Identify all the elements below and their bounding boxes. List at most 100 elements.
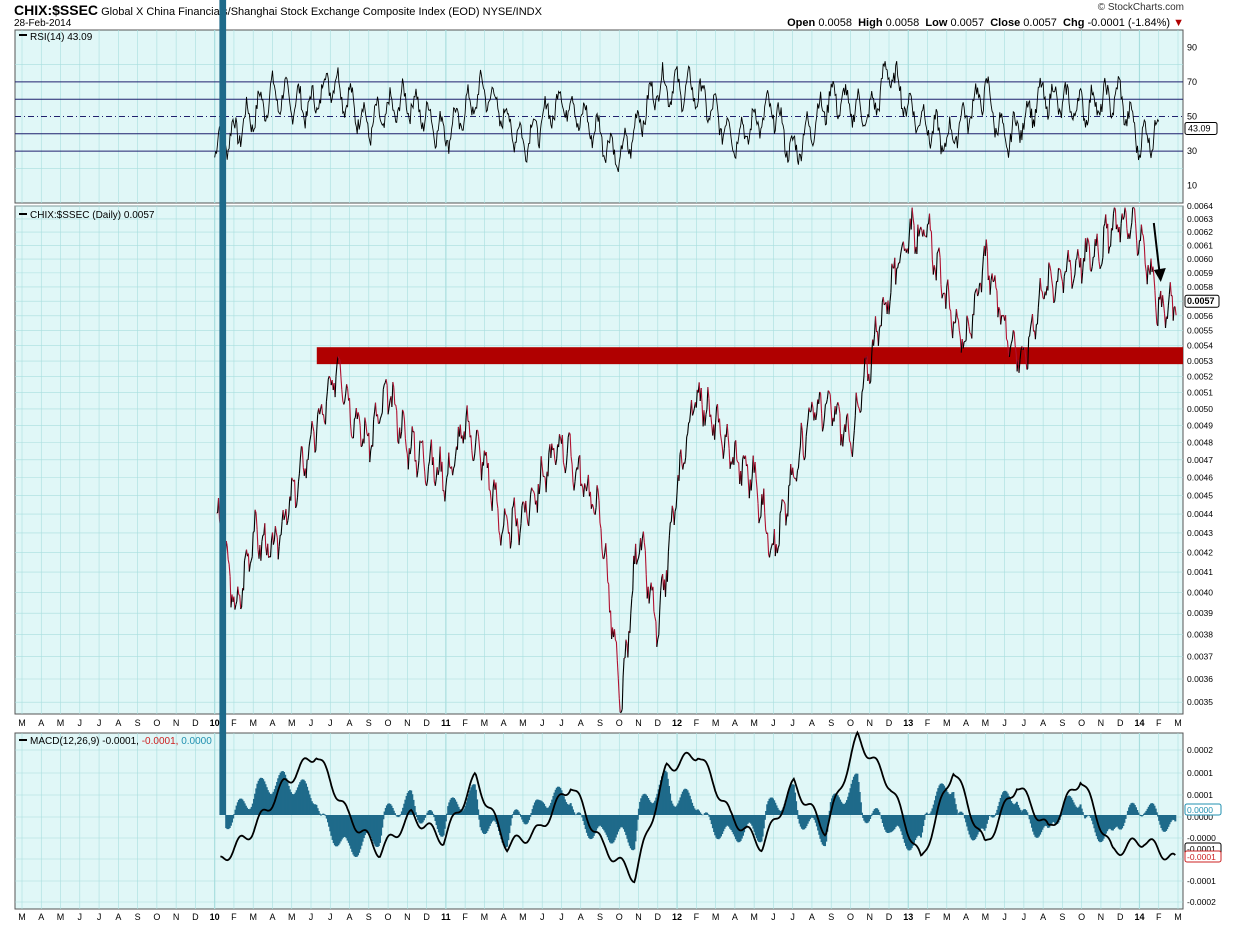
price-segment [456, 426, 459, 450]
price-segment [938, 247, 941, 258]
price-segment [1074, 260, 1077, 275]
price-segment [923, 229, 926, 236]
price-segment [1122, 216, 1125, 220]
price-segment [620, 709, 623, 713]
price-segment [736, 459, 739, 463]
price-tick-label: 0.0040 [1187, 587, 1213, 597]
macd-last-value-box [1184, 850, 1222, 863]
macd-legend: MACD(12,26,9) -0.0001, -0.0001, 0.0000 [30, 736, 212, 747]
price-segment [653, 611, 656, 617]
price-segment [935, 252, 938, 281]
macd-tick-label: 0.0002 [1187, 745, 1213, 755]
price-segment [1005, 315, 1008, 340]
price-segment [379, 415, 382, 419]
x-tick-label: J [559, 718, 564, 728]
price-segment [936, 250, 939, 254]
price-segment [599, 522, 602, 529]
rsi-tick-label: 70 [1187, 77, 1197, 87]
x-tick-label: M [750, 718, 758, 728]
price-segment [334, 376, 337, 398]
x-tick-label: M [57, 912, 65, 922]
price-segment [444, 486, 447, 502]
price-segment [432, 457, 435, 482]
price-segment [372, 419, 375, 447]
price-tick-label: 0.0042 [1187, 547, 1213, 557]
price-segment [1010, 339, 1013, 344]
x-tick-label: D [423, 718, 430, 728]
annotation-arrow-icon [1152, 222, 1161, 276]
price-segment [540, 456, 543, 467]
rsi-last-value-box [1184, 121, 1218, 135]
price-segment [1162, 295, 1165, 304]
price-segment [803, 457, 806, 461]
price-segment [710, 414, 713, 425]
price-segment [1146, 265, 1149, 285]
price-segment [862, 375, 865, 389]
price-segment [851, 441, 854, 457]
price-segment [459, 424, 462, 439]
rsi-tick-label: 30 [1187, 146, 1197, 156]
price-segment [1155, 307, 1158, 324]
price-segment [301, 447, 304, 468]
price-segment [360, 445, 363, 448]
price-segment [954, 322, 956, 324]
price-segment [364, 417, 367, 424]
macd-last-value: 0.0000 [1187, 805, 1213, 815]
macd-tick-label: 0.0001 [1187, 768, 1213, 778]
price-segment [688, 421, 691, 424]
x-tick-label: O [153, 912, 160, 922]
macd-tick-label: -0.0001 [1187, 876, 1216, 886]
price-segment [313, 431, 316, 453]
price-segment [314, 450, 317, 453]
price-segment [1134, 208, 1137, 224]
price-segment [654, 616, 657, 622]
x-tick-label: O [847, 912, 854, 922]
x-tick-label: 14 [1134, 912, 1144, 922]
price-segment [842, 434, 845, 447]
x-tick-label: J [771, 718, 776, 728]
price-segment [912, 217, 915, 226]
x-tick-label: F [1156, 912, 1162, 922]
price-segment [315, 429, 318, 451]
price-segment [495, 482, 498, 502]
price-segment [1133, 207, 1136, 210]
x-tick-label: D [423, 912, 430, 922]
price-segment [396, 410, 399, 442]
price-segment [532, 489, 534, 492]
price-segment [855, 392, 858, 402]
macd-last-value: -0.0001 [1187, 852, 1216, 862]
price-segment [324, 401, 327, 425]
price-segment [821, 413, 824, 432]
price-segment [1026, 368, 1029, 370]
price-segment [704, 414, 707, 426]
price-segment [1065, 260, 1068, 272]
price-segment [452, 468, 455, 476]
price-segment [448, 452, 451, 468]
price-segment [326, 379, 329, 392]
price-segment [780, 499, 783, 511]
price-segment [341, 389, 344, 401]
x-tick-label: A [963, 718, 969, 728]
price-segment [642, 531, 645, 543]
price-segment [533, 493, 537, 505]
price-segment [981, 256, 984, 273]
price-tick-label: 0.0063 [1187, 214, 1213, 224]
price-segment [1125, 212, 1128, 229]
price-segment [744, 455, 747, 466]
price-segment [667, 535, 670, 552]
price-segment [513, 497, 516, 515]
price-segment [657, 634, 660, 640]
price-segment [428, 448, 432, 462]
price-segment [779, 510, 782, 514]
price-segment [952, 321, 955, 339]
price-tick-label: 0.0047 [1187, 455, 1213, 465]
price-segment [274, 526, 277, 533]
x-tick-label: N [635, 718, 642, 728]
price-segment [363, 417, 366, 444]
price-tick-label: 0.0060 [1187, 254, 1213, 264]
price-segment [776, 547, 779, 554]
price-segment [728, 448, 731, 469]
price-segment [785, 513, 788, 526]
price-segment [735, 440, 738, 460]
stockcharts-logo: © StockCharts.com [1097, 2, 1184, 13]
